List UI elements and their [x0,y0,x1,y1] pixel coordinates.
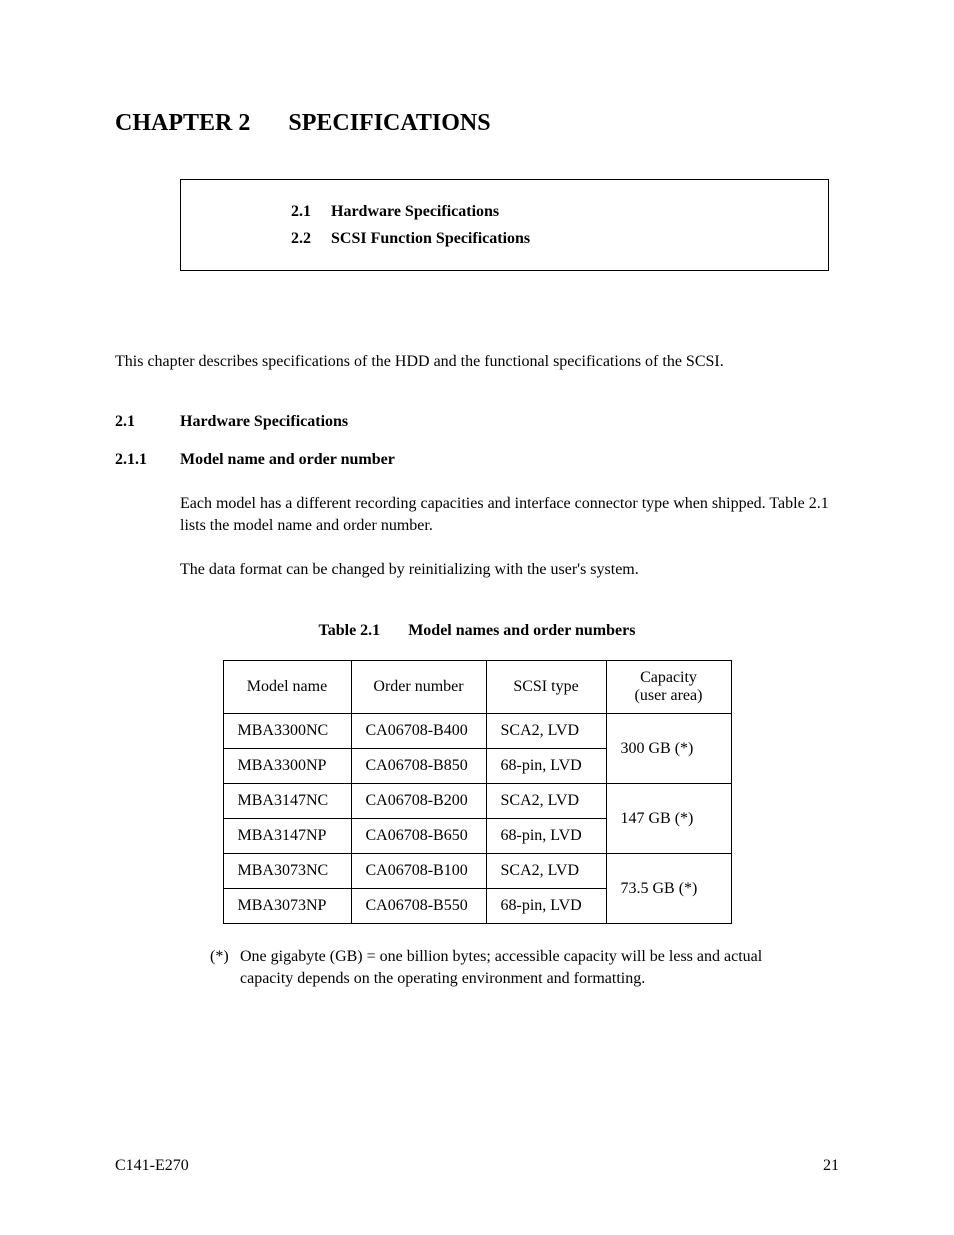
body-paragraph: Each model has a different recording cap… [180,493,839,536]
footnote: (*) One gigabyte (GB) = one billion byte… [210,946,799,989]
cell-model: MBA3147NP [223,819,351,854]
table-row: MBA3147NC CA06708-B200 SCA2, LVD 147 GB … [223,784,731,819]
section-heading: 2.1 Hardware Specifications [115,413,839,431]
subsection-title: Model name and order number [180,451,395,469]
model-table: Model name Order number SCSI type Capaci… [223,660,732,924]
toc-num: 2.2 [291,225,331,252]
footnote-text: One gigabyte (GB) = one billion bytes; a… [240,946,799,989]
table-caption-title: Model names and order numbers [408,622,635,639]
cell-order: CA06708-B200 [351,784,486,819]
th-capacity: Capacity (user area) [606,661,731,714]
th-order: Order number [351,661,486,714]
cell-scsi: 68-pin, LVD [486,889,606,924]
intro-paragraph: This chapter describes specifications of… [115,353,839,371]
footer-doc-id: C141-E270 [115,1157,189,1175]
toc-entry: 2.1 Hardware Specifications [291,198,808,225]
toc-entry: 2.2 SCSI Function Specifications [291,225,808,252]
th-model: Model name [223,661,351,714]
footnote-marker: (*) [210,946,240,989]
toc-title: SCSI Function Specifications [331,225,530,252]
th-scsi: SCSI type [486,661,606,714]
cell-scsi: SCA2, LVD [486,714,606,749]
cell-capacity: 147 GB (*) [606,784,731,854]
cell-order: CA06708-B850 [351,749,486,784]
table-header-row: Model name Order number SCSI type Capaci… [223,661,731,714]
table-row: MBA3073NC CA06708-B100 SCA2, LVD 73.5 GB… [223,854,731,889]
cell-capacity: 73.5 GB (*) [606,854,731,924]
subsection-number: 2.1.1 [115,451,180,469]
cell-model: MBA3073NP [223,889,351,924]
cell-scsi: SCA2, LVD [486,854,606,889]
body-paragraph: The data format can be changed by reinit… [180,559,839,581]
cell-scsi: 68-pin, LVD [486,819,606,854]
cell-order: CA06708-B400 [351,714,486,749]
chapter-title: CHAPTER 2 SPECIFICATIONS [115,110,839,137]
th-capacity-l2: (user area) [635,687,703,704]
cell-order: CA06708-B100 [351,854,486,889]
footer-page-number: 21 [823,1157,839,1175]
cell-model: MBA3073NC [223,854,351,889]
subsection-heading: 2.1.1 Model name and order number [115,451,839,469]
table-label: Table 2.1 [319,622,381,639]
cell-scsi: SCA2, LVD [486,784,606,819]
toc-box: 2.1 Hardware Specifications 2.2 SCSI Fun… [180,179,829,271]
toc-title: Hardware Specifications [331,198,499,225]
table-caption: Table 2.1 Model names and order numbers [115,622,839,640]
section-title: Hardware Specifications [180,413,348,431]
chapter-number: CHAPTER 2 [115,110,250,136]
toc-num: 2.1 [291,198,331,225]
section-number: 2.1 [115,413,180,431]
page-footer: C141-E270 21 [115,1157,839,1175]
cell-model: MBA3300NP [223,749,351,784]
cell-model: MBA3147NC [223,784,351,819]
cell-order: CA06708-B650 [351,819,486,854]
cell-scsi: 68-pin, LVD [486,749,606,784]
cell-capacity: 300 GB (*) [606,714,731,784]
cell-order: CA06708-B550 [351,889,486,924]
cell-model: MBA3300NC [223,714,351,749]
table-row: MBA3300NC CA06708-B400 SCA2, LVD 300 GB … [223,714,731,749]
th-capacity-l1: Capacity [640,669,697,686]
chapter-name: SPECIFICATIONS [288,110,490,136]
